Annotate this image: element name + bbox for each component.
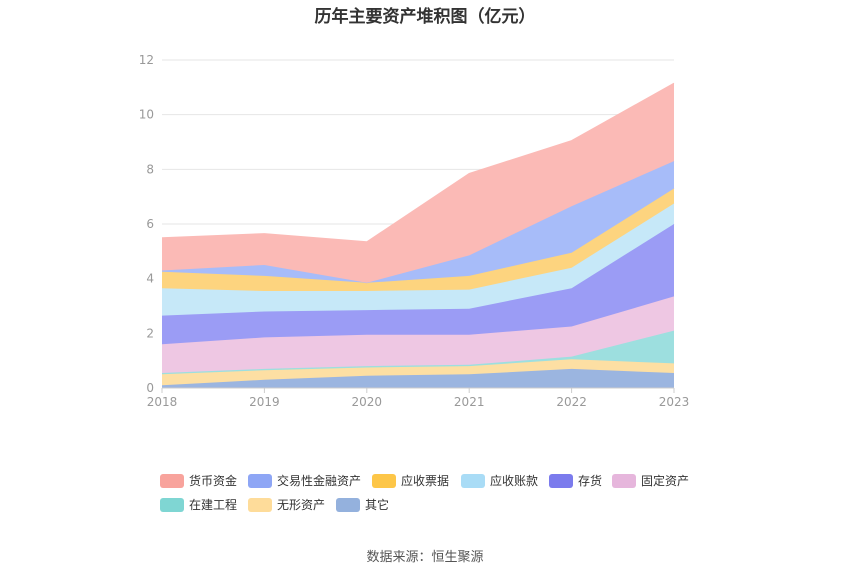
y-tick-label: 2 — [146, 326, 154, 340]
legend-label: 无形资产 — [277, 498, 326, 512]
y-tick-label: 10 — [139, 108, 154, 122]
x-tick-label: 2022 — [556, 395, 587, 409]
legend-label: 其它 — [365, 498, 390, 512]
y-tick-label: 4 — [146, 272, 154, 286]
y-tick-label: 6 — [146, 217, 154, 231]
legend-item-notes-receivable[interactable]: 应收票据 — [372, 472, 449, 489]
legend-swatch — [461, 473, 485, 488]
legend-item-fixed-assets[interactable]: 固定资产 — [612, 472, 689, 489]
legend-label: 应收账款 — [490, 474, 539, 488]
legend-item-inventory[interactable]: 存货 — [549, 472, 602, 489]
legend-label: 应收票据 — [401, 474, 450, 488]
legend-swatch — [549, 473, 573, 488]
area-series — [162, 203, 674, 316]
area-series — [162, 224, 674, 345]
y-tick-label: 8 — [146, 162, 154, 176]
legend-label: 交易性金融资产 — [277, 474, 362, 488]
legend-item-cash[interactable]: 货币资金 — [160, 472, 237, 489]
legend-swatch — [612, 473, 636, 488]
legend-swatch — [160, 497, 184, 512]
legend-swatch — [160, 473, 184, 488]
area-layer — [161, 82, 675, 388]
axis-layer: 0 2 4 6 8 10 12 2018 2019 2020 2021 2022 2023 — [139, 53, 690, 409]
legend-swatch — [372, 473, 396, 488]
legend-swatch — [336, 497, 360, 512]
chart-title: 历年主要资产堆积图（亿元） — [314, 7, 536, 27]
legend-label: 存货 — [578, 474, 603, 488]
area-series — [162, 359, 674, 386]
area-series-edge — [161, 82, 675, 243]
x-tick-label: 2018 — [147, 395, 178, 409]
x-tick-label: 2023 — [659, 395, 690, 409]
area-series — [162, 188, 674, 291]
x-tick-label: 2019 — [249, 395, 280, 409]
legend-swatch — [248, 497, 272, 512]
area-series — [162, 161, 674, 283]
legend-item-trading-assets[interactable]: 交易性金融资产 — [248, 472, 361, 489]
x-tick-label: 2020 — [352, 395, 383, 409]
legend-item-intangible[interactable]: 无形资产 — [248, 496, 325, 513]
source-note: 数据来源：恒生聚源 — [366, 550, 484, 565]
legend-swatch — [248, 473, 272, 488]
y-tick-label: 12 — [139, 53, 154, 67]
legend-label: 在建工程 — [189, 498, 238, 512]
area-series — [162, 368, 674, 388]
legend-item-other[interactable]: 其它 — [336, 496, 389, 513]
y-tick-label: 0 — [146, 381, 154, 395]
legend-label: 货币资金 — [189, 474, 238, 488]
area-series — [162, 83, 674, 283]
legend-item-accounts-receivable[interactable]: 应收账款 — [461, 472, 538, 489]
x-tick-label: 2021 — [454, 395, 485, 409]
legend-item-construction[interactable]: 在建工程 — [160, 496, 237, 513]
legend-label: 固定资产 — [641, 474, 690, 488]
